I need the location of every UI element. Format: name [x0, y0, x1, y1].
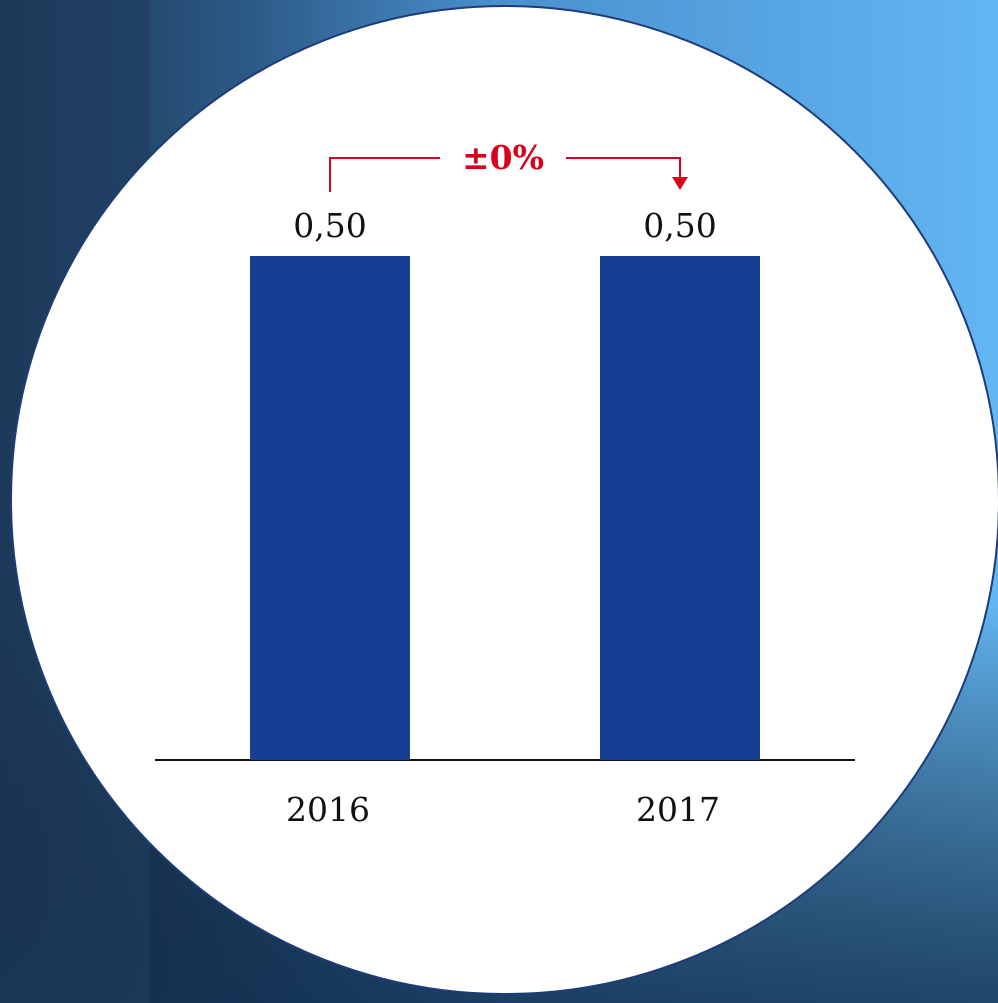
- x-tick-label: 2016: [286, 790, 370, 829]
- bar: [600, 256, 760, 760]
- value-label: 0,50: [293, 206, 366, 245]
- change-bracket: [329, 157, 688, 192]
- bracket-arrow: [672, 177, 688, 190]
- x-tick-label: 2017: [636, 790, 720, 829]
- value-label: 0,50: [643, 206, 716, 245]
- bracket-left: [329, 157, 440, 192]
- bracket-right: [566, 157, 681, 178]
- change-annotation: ±0%: [462, 138, 544, 177]
- bar: [250, 256, 410, 760]
